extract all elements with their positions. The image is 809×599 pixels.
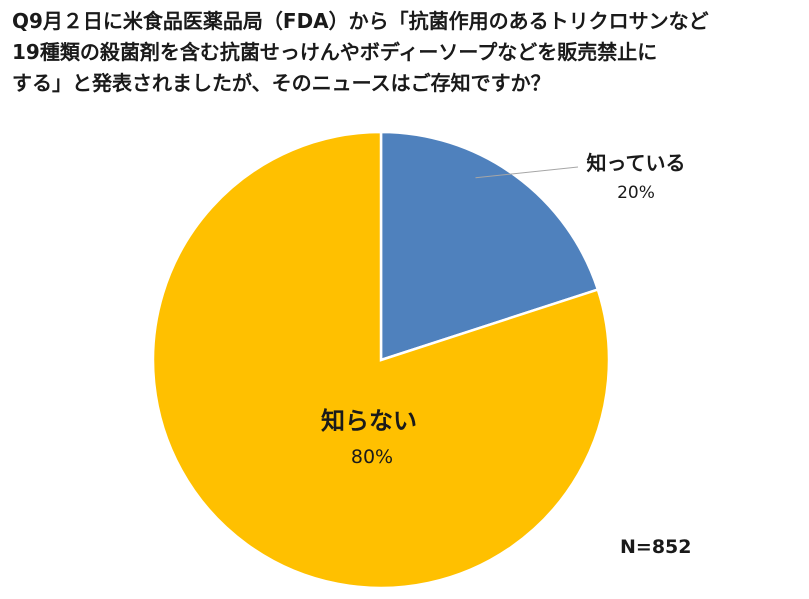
chart-title-line-2: 19種類の殺菌剤を含む抗菌せっけんやボディーソープなどを販売禁止に: [12, 40, 658, 64]
leader-line-slice-1: [475, 166, 579, 179]
chart-title-line-1: Q9月２日に米食品医薬品局（FDA）から「抗菌作用のあるトリクロサンなど: [12, 9, 709, 33]
pie-slice-1: [379, 130, 600, 362]
slice-label-2: 知らない: [321, 407, 417, 435]
pie-slice-2: [151, 130, 611, 590]
chart-title-line-3: する」と発表されましたが、そのニュースはご存知ですか？: [12, 71, 551, 95]
slice-label-1: 知っている: [587, 151, 686, 175]
slice-value-label-2: 80%: [351, 446, 393, 468]
sample-size-note: N=852: [620, 536, 692, 558]
chart-title: Q9月２日に米食品医薬品局（FDA）から「抗菌作用のあるトリクロサンなど 19種…: [12, 6, 802, 99]
slice-value-label-1: 20%: [617, 183, 655, 203]
